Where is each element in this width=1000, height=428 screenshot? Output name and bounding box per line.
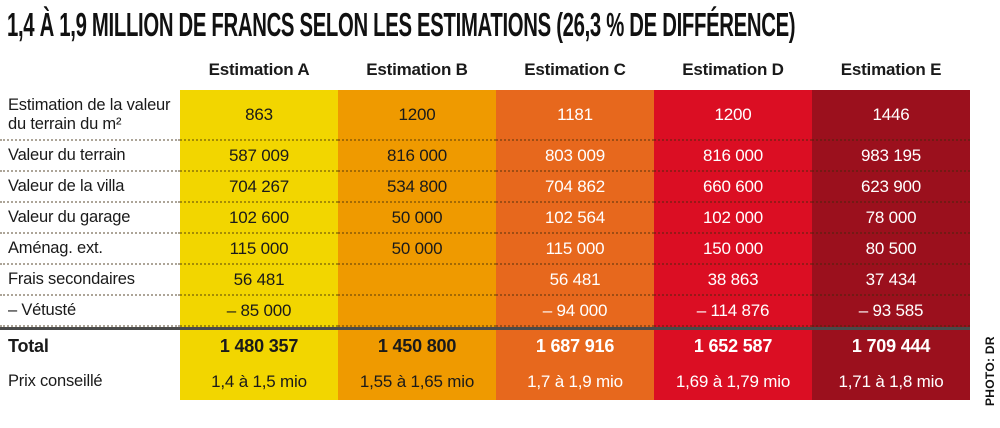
page-title: 1,4 À 1,9 MILLION DE FRANCS SELON LES ES…	[7, 6, 796, 43]
price-cell: 1,71 à 1,8 mio	[812, 363, 970, 400]
value-cell: 1446	[812, 90, 970, 141]
price-cell: 1,7 à 1,9 mio	[496, 363, 654, 400]
total-cell: 1 709 444	[812, 330, 970, 363]
value-cell: 803 009	[496, 141, 654, 172]
value-cell: 704 267	[180, 172, 338, 203]
value-cell: 115 000	[180, 234, 338, 265]
column-header-estimation-b: Estimation B	[366, 60, 468, 79]
column-header-estimation-c: Estimation C	[524, 60, 626, 79]
table-row: Valeur de la villa 704 267 534 800 704 8…	[0, 172, 970, 203]
value-cell: – 85 000	[180, 296, 338, 327]
value-cell: 1200	[338, 90, 496, 141]
photo-credit: PHOTO: DR	[983, 336, 997, 406]
value-cell: 704 862	[496, 172, 654, 203]
table-row-total: Total 1 480 357 1 450 800 1 687 916 1 65…	[0, 327, 970, 363]
value-cell: – 93 585	[812, 296, 970, 327]
value-cell: 56 481	[496, 265, 654, 296]
column-header-estimation-d: Estimation D	[682, 60, 784, 79]
value-cell: – 114 876	[654, 296, 812, 327]
value-cell: 56 481	[180, 265, 338, 296]
estimation-table: Estimation A Estimation B Estimation C E…	[0, 56, 970, 400]
row-label: Estimation de la valeur du terrain du m²	[0, 90, 180, 141]
value-cell: 816 000	[654, 141, 812, 172]
header-spacer	[0, 56, 180, 90]
value-cell: 660 600	[654, 172, 812, 203]
value-cell: 102 000	[654, 203, 812, 234]
total-cell: 1 652 587	[654, 330, 812, 363]
value-cell: 863	[180, 90, 338, 141]
value-cell: 587 009	[180, 141, 338, 172]
value-cell: 1181	[496, 90, 654, 141]
row-label: – Vétusté	[0, 296, 180, 327]
price-cell: 1,4 à 1,5 mio	[180, 363, 338, 400]
value-cell: 50 000	[338, 203, 496, 234]
table-row-price: Prix conseillé 1,4 à 1,5 mio 1,55 à 1,65…	[0, 363, 970, 400]
value-cell: 37 434	[812, 265, 970, 296]
total-cell: 1 480 357	[180, 330, 338, 363]
table-row: Estimation de la valeur du terrain du m²…	[0, 90, 970, 141]
value-cell: 78 000	[812, 203, 970, 234]
value-cell: 115 000	[496, 234, 654, 265]
value-cell: 623 900	[812, 172, 970, 203]
value-cell	[338, 296, 496, 327]
value-cell: 1200	[654, 90, 812, 141]
row-label: Frais secondaires	[0, 265, 180, 296]
row-label: Valeur du terrain	[0, 141, 180, 172]
table-row: Valeur du terrain 587 009 816 000 803 00…	[0, 141, 970, 172]
value-cell: 150 000	[654, 234, 812, 265]
table-row: Aménag. ext. 115 000 50 000 115 000 150 …	[0, 234, 970, 265]
row-label-total: Total	[0, 330, 180, 363]
value-cell: 102 600	[180, 203, 338, 234]
value-cell: 50 000	[338, 234, 496, 265]
table-row: Valeur du garage 102 600 50 000 102 564 …	[0, 203, 970, 234]
value-cell: 38 863	[654, 265, 812, 296]
value-cell	[338, 265, 496, 296]
row-label: Valeur du garage	[0, 203, 180, 234]
price-cell: 1,69 à 1,79 mio	[654, 363, 812, 400]
value-cell: 102 564	[496, 203, 654, 234]
column-header-estimation-e: Estimation E	[840, 60, 942, 79]
table-row: Frais secondaires 56 481 56 481 38 863 3…	[0, 265, 970, 296]
total-cell: 1 687 916	[496, 330, 654, 363]
table-row: – Vétusté – 85 000 – 94 000 – 114 876 – …	[0, 296, 970, 327]
row-label-price: Prix conseillé	[0, 363, 180, 400]
column-header-estimation-a: Estimation A	[208, 60, 310, 79]
value-cell: 80 500	[812, 234, 970, 265]
value-cell: – 94 000	[496, 296, 654, 327]
row-label: Valeur de la villa	[0, 172, 180, 203]
row-label: Aménag. ext.	[0, 234, 180, 265]
total-cell: 1 450 800	[338, 330, 496, 363]
price-cell: 1,55 à 1,65 mio	[338, 363, 496, 400]
value-cell: 534 800	[338, 172, 496, 203]
value-cell: 816 000	[338, 141, 496, 172]
table-header-row: Estimation A Estimation B Estimation C E…	[0, 56, 970, 90]
value-cell: 983 195	[812, 141, 970, 172]
